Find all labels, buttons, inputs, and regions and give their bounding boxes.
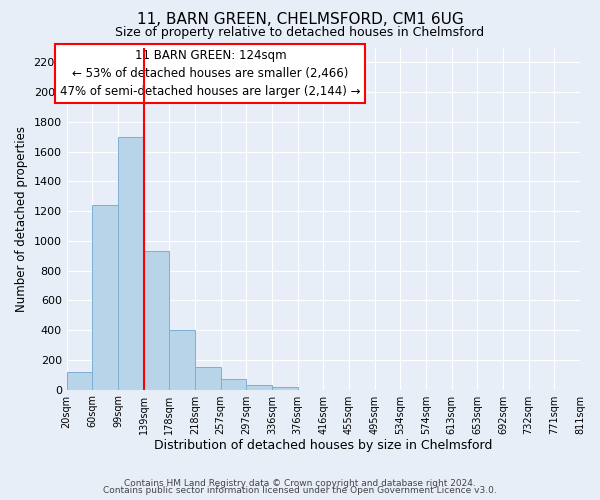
X-axis label: Distribution of detached houses by size in Chelmsford: Distribution of detached houses by size … [154,440,493,452]
Bar [247,385,272,390]
Bar [221,379,247,390]
Bar [118,136,143,390]
Text: 11 BARN GREEN: 124sqm
← 53% of detached houses are smaller (2,466)
47% of semi-d: 11 BARN GREEN: 124sqm ← 53% of detached … [60,49,361,98]
Bar [67,372,92,390]
Bar [195,368,221,390]
Bar [92,205,118,390]
Bar [143,252,169,390]
Text: Contains public sector information licensed under the Open Government Licence v3: Contains public sector information licen… [103,486,497,495]
Text: Contains HM Land Registry data © Crown copyright and database right 2024.: Contains HM Land Registry data © Crown c… [124,478,476,488]
Text: 11, BARN GREEN, CHELMSFORD, CM1 6UG: 11, BARN GREEN, CHELMSFORD, CM1 6UG [137,12,463,28]
Bar [169,330,195,390]
Bar [272,386,298,390]
Text: Size of property relative to detached houses in Chelmsford: Size of property relative to detached ho… [115,26,485,39]
Y-axis label: Number of detached properties: Number of detached properties [15,126,28,312]
